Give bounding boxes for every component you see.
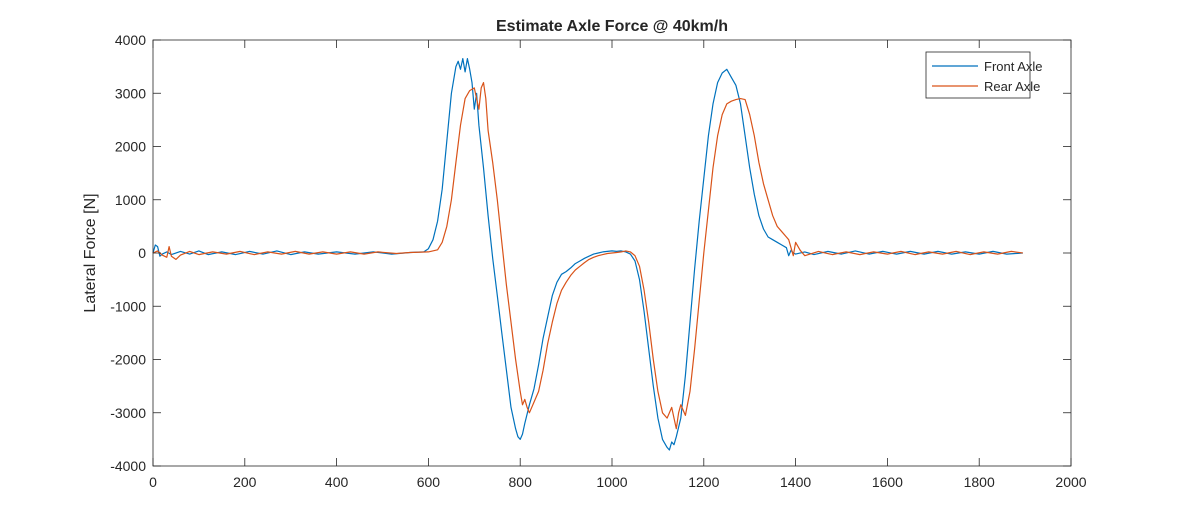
x-tick-label: 1600 xyxy=(872,474,903,490)
legend-label: Front Axle xyxy=(984,59,1043,74)
y-tick-label: 2000 xyxy=(115,139,146,155)
x-tick-label: 600 xyxy=(417,474,441,490)
y-axis-label: Lateral Force [N] xyxy=(82,193,99,312)
y-tick-label: -4000 xyxy=(110,458,146,474)
y-tick-label: 3000 xyxy=(115,85,146,101)
plot-area: 0 200 400 600 800 1000 1200 1400 1600 1800 2000 -40… xyxy=(110,32,1087,490)
x-tick-label: 200 xyxy=(233,474,257,490)
y-tick-label: 1000 xyxy=(115,192,146,208)
y-tick-label: -3000 xyxy=(110,405,146,421)
y-tick-label: -1000 xyxy=(110,298,146,314)
legend-label: Rear Axle xyxy=(984,79,1040,94)
y-tick-label: 0 xyxy=(138,245,146,261)
x-tick-label: 1400 xyxy=(780,474,811,490)
x-tick-label: 800 xyxy=(509,474,533,490)
x-tick-label: 400 xyxy=(325,474,349,490)
chart-title: Estimate Axle Force @ 40km/h xyxy=(496,18,728,35)
x-tick-label: 2000 xyxy=(1055,474,1086,490)
y-tick-label: 4000 xyxy=(115,32,146,48)
x-tick-label: 1800 xyxy=(964,474,995,490)
x-tick-label: 1200 xyxy=(688,474,719,490)
series-line-rear-axle xyxy=(152,82,1023,430)
x-tick-label: 1000 xyxy=(596,474,627,490)
legend xyxy=(925,51,1031,99)
y-tick-label: -2000 xyxy=(110,352,146,368)
x-tick-label: 0 xyxy=(149,474,157,490)
